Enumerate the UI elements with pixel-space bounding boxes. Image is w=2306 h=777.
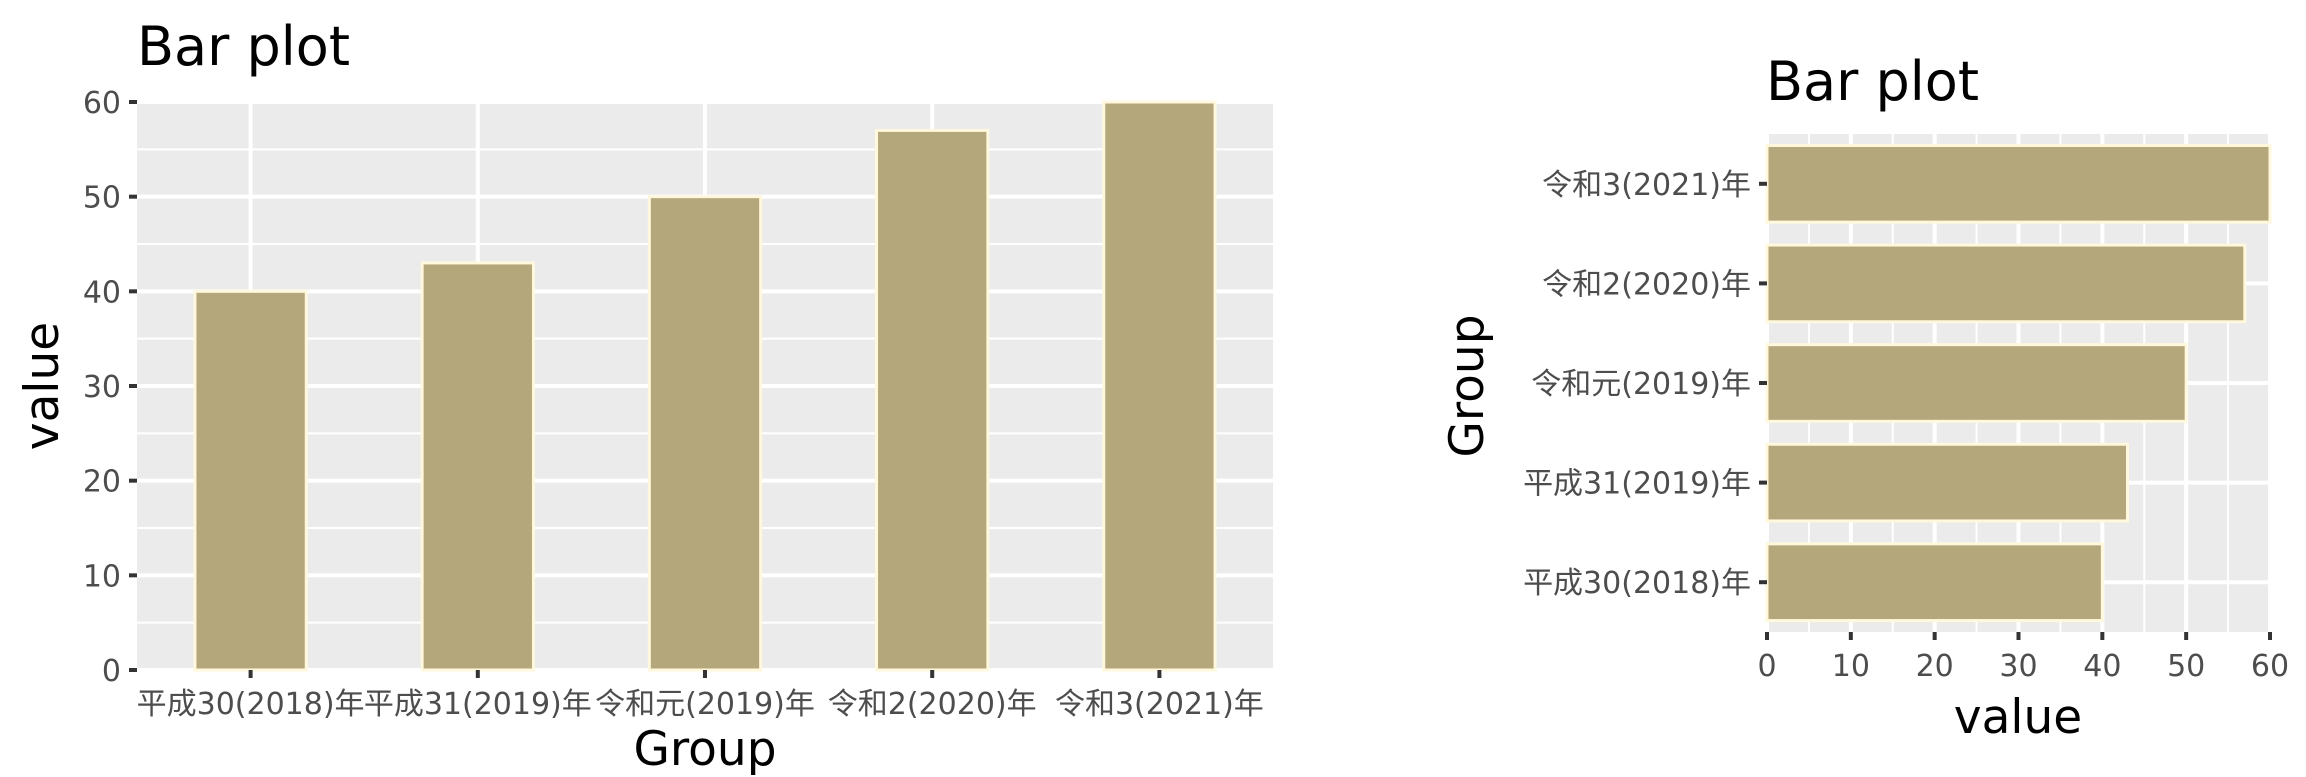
x-tick-label: 0 <box>1757 649 1776 684</box>
bar <box>875 128 990 672</box>
x-tick-label: 令和元(2019)年 <box>595 687 815 722</box>
bar <box>1765 143 2272 224</box>
x-axis-title: Group <box>633 722 776 777</box>
x-tick-label: 50 <box>2167 649 2205 684</box>
chart-vertical-bar: Bar plot 0 10 20 30 40 50 60 平成30(2018)年 平成31(2… <box>15 15 1273 777</box>
chart-title: Bar plot <box>1766 50 1979 113</box>
bar <box>1102 100 1217 672</box>
y-tick-label: 令和元(2019)年 <box>1531 367 1751 402</box>
bar <box>1765 343 2188 423</box>
bar <box>647 195 763 672</box>
bar <box>420 261 535 672</box>
bar <box>1765 243 2247 324</box>
x-tick-label: 令和2(2020)年 <box>828 687 1037 722</box>
x-tick-label: 平成30(2018)年 <box>137 687 365 722</box>
y-tick-label: 平成30(2018)年 <box>1523 566 1751 601</box>
y-tick-label: 0 <box>102 654 121 689</box>
bar <box>1765 442 2129 523</box>
bars <box>1765 143 2272 623</box>
y-tick-label: 20 <box>83 465 121 500</box>
bar <box>193 289 308 672</box>
chart-title: Bar plot <box>137 15 350 78</box>
y-tick-label: 50 <box>83 181 121 216</box>
x-axis: 0 10 20 30 40 50 60 <box>1757 632 2289 684</box>
x-tick-label: 令和3(2021)年 <box>1055 687 1264 722</box>
y-tick-label: 令和3(2021)年 <box>1542 168 1751 203</box>
y-tick-label: 10 <box>83 559 121 594</box>
x-tick-label: 20 <box>1916 649 1954 684</box>
x-tick-label: 40 <box>2083 649 2121 684</box>
x-tick-label: 60 <box>2251 649 2289 684</box>
y-axis-title: Group <box>1440 314 1495 457</box>
bars <box>193 100 1217 672</box>
x-axis-title: value <box>1954 690 2082 745</box>
x-tick-label: 10 <box>1832 649 1870 684</box>
bar <box>1765 542 2104 623</box>
y-axis: 0 10 20 30 40 50 60 <box>83 86 137 689</box>
y-tick-label: 40 <box>83 275 121 310</box>
y-tick-label: 30 <box>83 370 121 405</box>
y-tick-label: 60 <box>83 86 121 121</box>
x-tick-label: 平成31(2019)年 <box>364 687 592 722</box>
x-axis: 平成30(2018)年 平成31(2019)年 令和元(2019)年 令和2(2020… <box>137 670 1264 722</box>
y-axis-title: value <box>15 322 70 450</box>
y-tick-label: 平成31(2019)年 <box>1523 467 1751 502</box>
x-tick-label: 30 <box>1999 649 2037 684</box>
y-tick-label: 令和2(2020)年 <box>1542 267 1751 302</box>
